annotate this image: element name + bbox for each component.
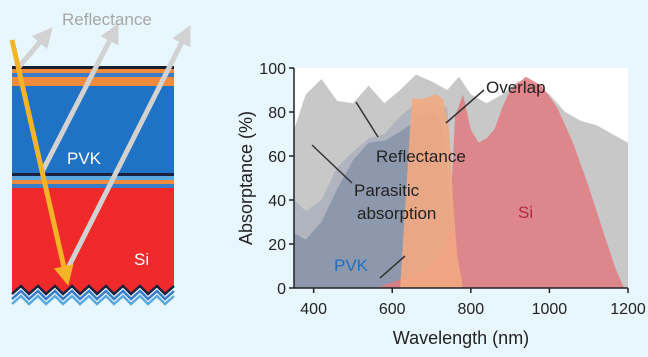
interlayer-blue — [12, 176, 174, 180]
area-si — [376, 76, 628, 288]
absorptance-chart: 400 600 800 1000 1200 0 20 40 60 80 100 Absorptanc… — [236, 61, 646, 348]
reflect-ray-pvk — [39, 23, 119, 174]
x-tick-label: 1000 — [532, 301, 568, 318]
parasitic-pointer — [311, 144, 353, 184]
reflect-ray-si — [63, 25, 191, 274]
y-axis-label: Absorptance (%) — [236, 111, 256, 245]
y-tick-label: 60 — [268, 149, 286, 166]
y-tick-label: 20 — [268, 237, 286, 254]
x-tick-label: 600 — [379, 301, 406, 318]
si-layer — [12, 188, 174, 294]
annotation-lines — [311, 89, 485, 279]
light-rays — [9, 23, 191, 286]
si-annotation: Si — [518, 203, 533, 222]
bottom-texture-dark — [11, 284, 175, 296]
reflectance-annotation: Reflectance — [376, 147, 466, 166]
parasitic-annotation-line1: Parasitic — [354, 181, 420, 200]
interlayer-blue-2 — [12, 184, 174, 188]
axis-ticks: 400 600 800 1000 1200 0 20 40 60 80 100 — [259, 61, 646, 318]
x-tick-label: 400 — [300, 301, 327, 318]
y-tick-label: 40 — [268, 193, 286, 210]
y-tick-label: 0 — [277, 281, 286, 298]
x-tick-label: 800 — [457, 301, 484, 318]
reflectance-label: Reflectance — [62, 10, 152, 29]
top-orange-layer-2 — [12, 77, 174, 86]
x-tick-label: 1200 — [610, 301, 646, 318]
reflectance-pointer — [355, 101, 379, 138]
bottom-texture-light — [11, 294, 175, 306]
bottom-texture-blue — [11, 289, 175, 301]
reflect-ray-top — [16, 27, 53, 70]
si-layer-label: Si — [134, 250, 149, 269]
overlap-annotation: Overlap — [486, 78, 546, 97]
interlayer-dark — [12, 173, 174, 176]
interlayer-orange — [12, 180, 174, 184]
incident-ray — [9, 39, 74, 286]
area-series — [294, 74, 628, 289]
pvk-annotation: PVK — [334, 256, 369, 275]
overlap-pointer — [445, 89, 485, 124]
parasitic-annotation-line2: absorption — [357, 204, 436, 223]
pvk-pointer — [379, 255, 406, 279]
y-tick-label: 80 — [268, 105, 286, 122]
x-axis-label: Wavelength (nm) — [393, 328, 529, 348]
pvk-layer-label: PVK — [67, 149, 102, 168]
area-overlap — [400, 94, 463, 289]
y-tick-label: 100 — [259, 61, 286, 78]
